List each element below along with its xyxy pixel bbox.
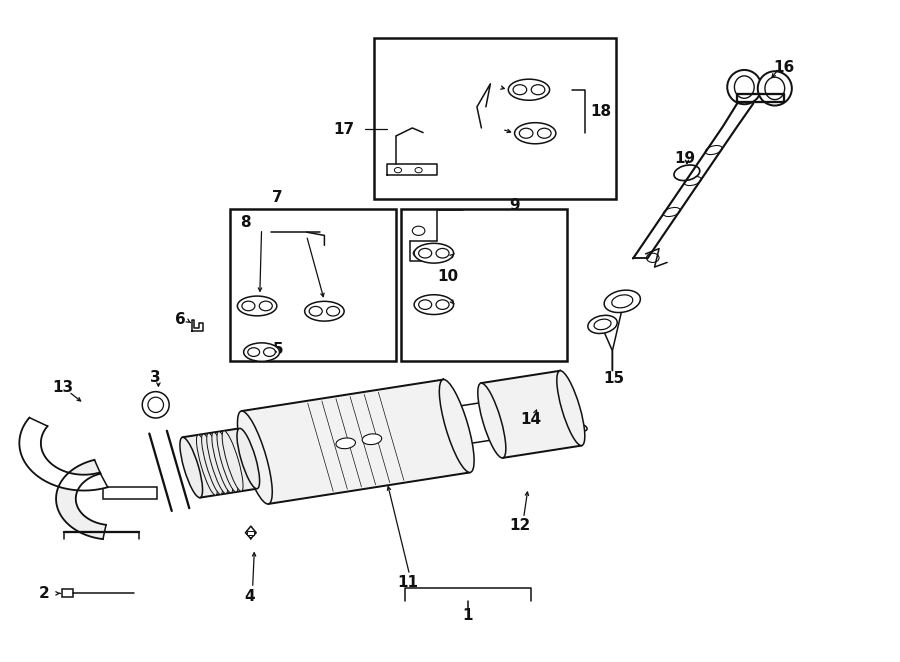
Bar (230, 209, 396, 361)
Text: 17: 17 (334, 122, 355, 137)
Ellipse shape (765, 77, 785, 99)
Ellipse shape (238, 296, 277, 316)
Ellipse shape (148, 397, 164, 412)
Circle shape (436, 248, 449, 258)
Text: 10: 10 (437, 269, 459, 285)
Ellipse shape (237, 428, 259, 489)
Ellipse shape (207, 433, 228, 494)
Ellipse shape (222, 431, 243, 491)
Text: 5: 5 (273, 342, 283, 357)
Bar (374, 38, 616, 199)
Ellipse shape (362, 434, 382, 445)
Text: 8: 8 (240, 215, 251, 230)
Circle shape (646, 253, 659, 262)
Ellipse shape (212, 432, 233, 493)
Ellipse shape (508, 406, 524, 414)
Ellipse shape (706, 146, 722, 155)
Bar (104, 487, 158, 499)
Text: 14: 14 (520, 412, 541, 428)
Ellipse shape (515, 122, 556, 144)
Ellipse shape (734, 76, 754, 98)
Circle shape (415, 167, 422, 173)
Circle shape (394, 167, 401, 173)
Bar (248, 531, 255, 535)
Ellipse shape (604, 290, 641, 312)
Circle shape (531, 85, 544, 95)
Ellipse shape (336, 438, 356, 449)
Text: 6: 6 (176, 312, 186, 326)
Text: 3: 3 (150, 369, 161, 385)
Text: 1: 1 (463, 608, 473, 624)
Circle shape (259, 301, 273, 310)
Ellipse shape (439, 379, 474, 473)
Polygon shape (56, 460, 106, 539)
Circle shape (513, 85, 526, 95)
Text: 13: 13 (52, 379, 73, 395)
Text: 9: 9 (509, 198, 520, 213)
Ellipse shape (142, 392, 169, 418)
Polygon shape (19, 418, 108, 491)
Ellipse shape (508, 79, 550, 100)
Text: 12: 12 (509, 518, 531, 533)
Ellipse shape (217, 432, 238, 492)
Text: 15: 15 (604, 371, 625, 386)
Polygon shape (183, 428, 257, 498)
Ellipse shape (727, 70, 761, 104)
Ellipse shape (414, 295, 454, 314)
Circle shape (327, 307, 339, 316)
Ellipse shape (588, 315, 617, 334)
Circle shape (418, 300, 432, 309)
Ellipse shape (414, 244, 454, 263)
Ellipse shape (572, 424, 587, 432)
Circle shape (264, 348, 275, 356)
Text: 19: 19 (674, 151, 696, 166)
Text: 16: 16 (773, 60, 795, 75)
Ellipse shape (238, 411, 273, 504)
Circle shape (537, 128, 551, 138)
Ellipse shape (663, 207, 680, 216)
Text: 11: 11 (397, 575, 418, 591)
Ellipse shape (180, 437, 202, 498)
Circle shape (418, 248, 432, 258)
Bar (62, 589, 73, 597)
Ellipse shape (612, 295, 633, 308)
Ellipse shape (557, 371, 585, 446)
Polygon shape (241, 379, 470, 504)
Circle shape (413, 250, 424, 257)
Ellipse shape (244, 343, 280, 361)
Polygon shape (246, 526, 256, 539)
Circle shape (436, 300, 449, 309)
Polygon shape (192, 320, 203, 331)
Ellipse shape (684, 177, 701, 185)
Text: 2: 2 (39, 586, 50, 601)
Bar (400, 209, 567, 361)
Ellipse shape (304, 301, 344, 321)
Ellipse shape (758, 71, 792, 105)
Text: 4: 4 (245, 589, 256, 604)
Ellipse shape (202, 434, 222, 495)
Circle shape (248, 348, 259, 356)
Ellipse shape (594, 319, 611, 330)
Circle shape (310, 307, 322, 316)
Ellipse shape (674, 165, 700, 181)
Text: 7: 7 (272, 191, 282, 205)
Text: 18: 18 (590, 104, 611, 119)
Ellipse shape (196, 435, 218, 495)
Polygon shape (481, 371, 581, 458)
Circle shape (242, 301, 255, 310)
Circle shape (412, 226, 425, 236)
Circle shape (519, 128, 533, 138)
Ellipse shape (478, 383, 506, 458)
